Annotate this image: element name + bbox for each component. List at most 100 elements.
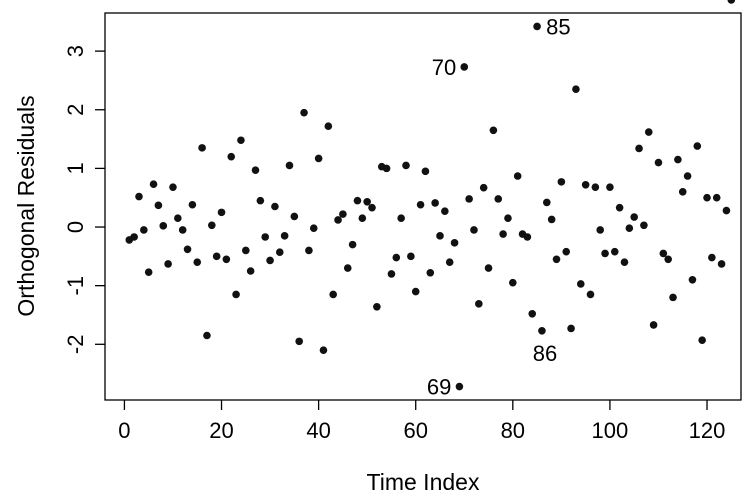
data-point [329,290,337,299]
data-point [373,302,381,311]
data-point [387,270,396,278]
data-point [547,215,556,224]
data-point [703,193,711,202]
data-point [314,154,323,163]
data-point [509,278,517,287]
data-point [407,252,415,261]
data-point [557,178,566,186]
data-point [441,207,449,215]
data-point [649,321,658,329]
data-point [727,0,736,4]
data-point [712,193,721,202]
data-point [144,268,153,276]
data-point [698,336,706,344]
data-point [256,196,265,205]
data-point [688,275,697,284]
data-point [421,167,430,176]
data-point [494,195,503,203]
data-point [178,226,187,234]
data-point [271,202,279,211]
data-point [528,310,537,318]
data-point [324,122,333,130]
data-point [203,331,211,340]
data-point [460,63,469,71]
data-point [358,214,367,223]
data-point [275,248,284,257]
data-point [664,255,672,264]
data-point [610,247,619,256]
data-point [217,208,226,217]
data-point [416,200,425,209]
data-point [188,200,197,209]
data-point [630,213,638,221]
data-point [353,196,362,205]
data-point [319,346,328,354]
y-tick-label: -2 [63,335,88,355]
data-point [295,337,303,346]
plot-frame [104,12,742,401]
data-point [130,233,138,241]
data-point [533,22,541,31]
data-point [596,226,605,234]
data-point [562,247,571,256]
data-point [431,199,439,207]
point-annotation: 69 [427,375,451,400]
data-point [504,214,512,223]
data-point [615,203,624,212]
x-tick-label: 80 [501,418,525,443]
data-point [683,172,692,180]
y-tick-label: 3 [63,45,88,57]
data-point [654,158,663,167]
data-point [572,85,580,94]
data-point [591,183,600,191]
data-point [606,183,614,191]
data-point [674,155,682,164]
data-point [538,327,546,335]
data-points [125,0,736,391]
y-tick-label: 0 [63,221,88,233]
data-point [659,249,668,258]
y-axis-title: Orthogonal Residuals [13,95,39,316]
data-point [445,258,454,267]
data-point [382,164,391,173]
data-point [436,232,444,240]
data-point [309,224,318,232]
data-point [513,172,522,180]
data-point [222,255,231,264]
data-point [363,198,371,206]
data-point [552,255,561,264]
data-point [159,222,168,230]
data-point [402,161,410,170]
data-point [601,249,609,258]
data-point [241,246,250,255]
data-point [149,180,158,189]
data-point [567,324,575,333]
data-point [426,268,435,277]
data-point [678,188,687,196]
data-point [169,183,177,191]
data-point [644,128,653,136]
data-point [708,253,716,262]
x-tick-label: 120 [689,418,726,443]
data-point [290,212,299,221]
data-point [397,214,405,223]
data-point [198,144,206,152]
y-tick-label: 1 [63,162,88,174]
x-tick-label: 40 [306,418,330,443]
data-point [475,300,483,308]
point-annotations: 85 70 86 69 [427,14,571,399]
data-point [305,246,313,255]
point-annotation: 85 [546,14,570,39]
data-point [392,253,401,262]
x-axis: 0 20 40 60 80 100 120 [118,400,725,443]
data-point [334,216,342,224]
data-point [543,198,551,207]
data-point [300,108,308,117]
data-point [237,136,245,145]
x-tick-label: 0 [118,418,130,443]
y-tick-label: 2 [63,104,88,116]
data-point [465,195,473,203]
data-point [625,224,634,232]
data-point [183,245,192,254]
data-point [193,258,202,267]
